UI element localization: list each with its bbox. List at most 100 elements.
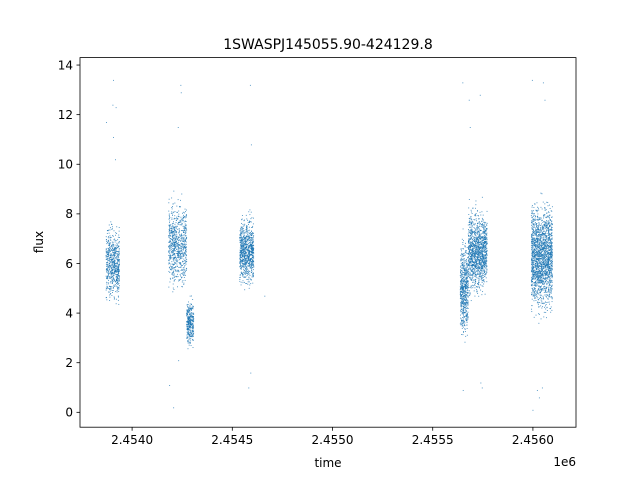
- data-point-1915: [242, 254, 244, 256]
- data-point-1220: [173, 228, 175, 230]
- data-point-1025: [170, 227, 172, 229]
- data-point-691: [179, 206, 181, 208]
- data-point-3053: [462, 310, 464, 312]
- data-point-4493: [480, 226, 482, 228]
- data-point-1810: [246, 228, 248, 230]
- data-point-3888: [483, 233, 485, 235]
- data-point-113: [108, 265, 110, 267]
- data-point-3833: [469, 274, 471, 276]
- data-point-4792: [531, 235, 533, 236]
- data-point-685: [169, 217, 171, 219]
- data-point-1027: [181, 244, 183, 246]
- data-point-4489: [473, 239, 475, 241]
- data-point-165: [110, 268, 112, 269]
- data-point-3130: [462, 282, 464, 284]
- data-point-2292: [246, 270, 247, 272]
- data-point-1946: [250, 278, 252, 280]
- data-point-4475: [471, 278, 473, 279]
- data-point-3899: [471, 213, 473, 214]
- data-point-1945: [247, 273, 249, 275]
- data-point-2599: [251, 243, 253, 244]
- data-point-1653: [188, 321, 189, 323]
- data-point-3909: [471, 242, 473, 244]
- data-point-287: [116, 265, 117, 267]
- data-point-3204: [470, 229, 472, 231]
- data-point-2429: [240, 240, 242, 242]
- data-point-4882: [546, 212, 548, 214]
- data-point-2216: [247, 231, 248, 233]
- data-point-529: [109, 250, 111, 252]
- data-point-3950: [480, 250, 482, 252]
- data-point-1023: [170, 213, 172, 214]
- data-point-3624: [484, 236, 486, 237]
- data-point-214: [108, 259, 110, 261]
- data-point-3364: [484, 265, 486, 267]
- data-point-4075: [475, 272, 477, 274]
- data-point-2834: [463, 292, 465, 294]
- data-point-3370: [485, 226, 487, 227]
- data-point-2836: [462, 281, 464, 283]
- data-point-4657: [535, 216, 537, 218]
- data-point-139: [117, 253, 119, 255]
- data-point-2254: [240, 271, 242, 273]
- data-point-3087: [466, 258, 467, 260]
- data-point-4350: [482, 232, 484, 233]
- data-point-3275: [485, 268, 487, 270]
- data-point-2549: [248, 262, 250, 264]
- data-point-2369: [246, 240, 248, 242]
- data-point-149: [117, 288, 119, 290]
- data-point-390: [110, 265, 112, 267]
- data-point-1038: [174, 234, 176, 236]
- data-point-2280: [244, 259, 246, 261]
- data-point-4024: [469, 238, 471, 240]
- data-point-2128: [251, 250, 252, 252]
- data-point-942: [173, 249, 175, 251]
- data-point-821: [178, 210, 180, 212]
- data-point-3884: [481, 244, 482, 246]
- data-point-40: [113, 268, 115, 270]
- data-point-3797: [470, 224, 472, 226]
- data-point-4302: [478, 263, 480, 265]
- data-point-826: [185, 257, 187, 259]
- data-point-2968: [460, 305, 462, 307]
- data-point-950: [172, 248, 174, 249]
- data-point-3150: [464, 300, 466, 302]
- data-point-865: [178, 232, 180, 234]
- data-point-1681: [189, 331, 191, 333]
- data-point-1287: [183, 217, 185, 218]
- data-point-535: [115, 271, 117, 273]
- data-point-313: [111, 265, 113, 267]
- data-point-2332: [242, 249, 243, 251]
- data-point-4981: [545, 259, 547, 261]
- data-point-1838: [248, 287, 250, 289]
- data-point-3166: [461, 264, 463, 265]
- data-point-4008: [474, 263, 475, 264]
- data-point-4135: [485, 238, 487, 239]
- data-point-3131: [461, 311, 463, 312]
- data-point-464: [109, 263, 111, 264]
- data-point-4167: [485, 258, 487, 260]
- data-point-46: [109, 247, 111, 249]
- data-point-1330: [168, 231, 170, 233]
- data-point-2345: [246, 273, 248, 274]
- data-point-3940: [468, 235, 469, 236]
- data-point-4264: [474, 283, 475, 285]
- data-point-3396: [470, 260, 472, 262]
- data-point-2269: [249, 261, 251, 263]
- data-point-2759: [460, 294, 462, 296]
- data-point-4351: [481, 255, 483, 257]
- data-point-2985: [464, 260, 466, 262]
- data-point-3412: [469, 263, 471, 265]
- data-point-4145: [478, 282, 480, 284]
- data-point-4372: [481, 294, 483, 296]
- data-point-2934: [466, 285, 468, 287]
- data-point-2062: [252, 272, 254, 274]
- data-point-1733: [189, 316, 191, 318]
- data-point-651: [176, 242, 178, 244]
- data-point-2684: [463, 258, 465, 260]
- data-point-4420: [475, 244, 477, 246]
- data-point-1892: [242, 242, 244, 244]
- data-point-1566: [193, 320, 195, 322]
- data-point-27: [108, 260, 110, 261]
- data-point-4402: [478, 230, 480, 232]
